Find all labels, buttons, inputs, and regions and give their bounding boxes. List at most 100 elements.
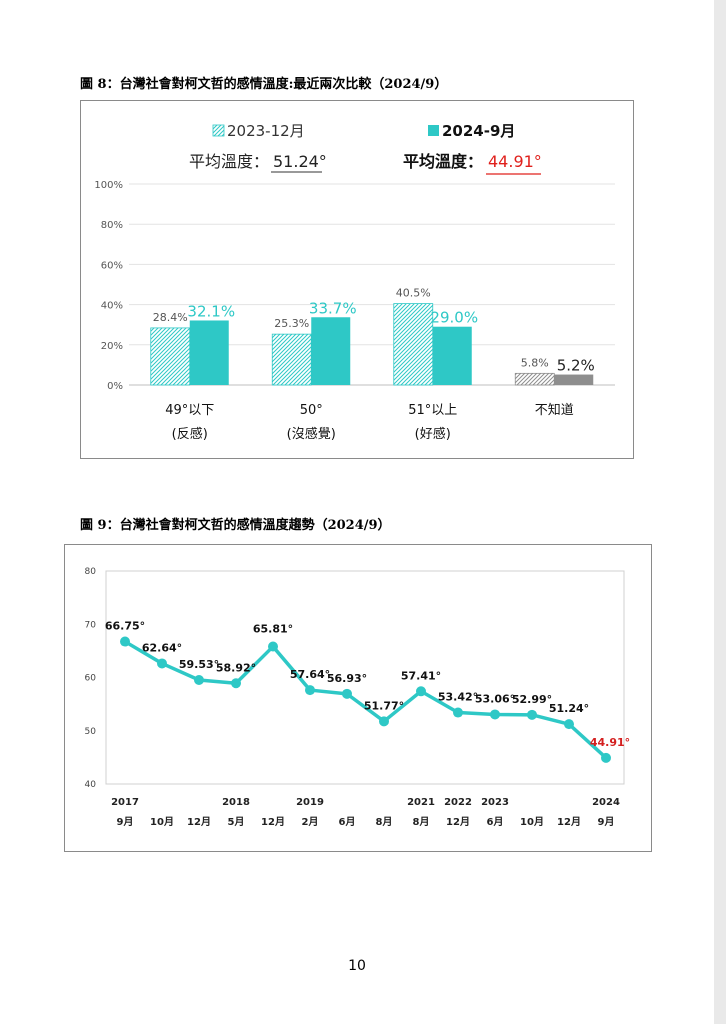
bar-2023 (393, 303, 434, 386)
x-month-label: 9月 (117, 816, 134, 828)
legend-swatch-2024 (428, 125, 439, 136)
bar-2024 (189, 320, 229, 385)
page-number: 10 (348, 958, 366, 974)
data-point (416, 686, 426, 697)
data-point (490, 709, 500, 720)
y-tick-label: 60 (85, 674, 97, 684)
y-tick-label: 20% (101, 341, 123, 352)
y-tick-label: 40% (101, 301, 123, 312)
avg-value-2023: 51.24° (273, 152, 327, 171)
x-year-label: 2017 (111, 797, 139, 808)
y-tick-label: 50 (85, 727, 97, 737)
data-label: 57.41° (401, 669, 441, 682)
data-point (268, 641, 278, 652)
y-tick-label: 80 (85, 567, 97, 577)
data-point (601, 752, 611, 763)
data-label: 65.81° (253, 623, 293, 636)
data-label-2024: 32.1% (187, 302, 235, 320)
x-month-label: 6月 (339, 816, 356, 828)
x-year-label: 2022 (444, 797, 472, 808)
figure-9-caption: 圖 9：台灣社會對柯文哲的感情溫度趨勢（2024/9） (80, 518, 391, 533)
category-label: 不知道 (535, 402, 574, 418)
data-label: 59.53° (179, 658, 219, 671)
data-point (157, 658, 167, 669)
x-month-label: 2月 (302, 816, 319, 828)
data-point (305, 685, 315, 696)
data-point (342, 688, 352, 699)
y-tick-label: 60% (101, 260, 123, 271)
data-label-2023: 28.4% (153, 311, 188, 324)
data-label-2023: 40.5% (396, 287, 431, 300)
y-tick-label: 0% (107, 381, 123, 392)
x-month-label: 12月 (557, 816, 581, 828)
x-month-label: 8月 (376, 816, 393, 828)
x-month-label: 12月 (187, 816, 211, 828)
x-year-label: 2021 (407, 797, 435, 808)
x-month-label: 12月 (261, 816, 285, 828)
figure-8-caption: 圖 8：台灣社會對柯文哲的感情溫度:最近兩次比較（2024/9） (80, 77, 448, 92)
data-label: 51.77° (364, 699, 404, 712)
data-label: 62.64° (142, 641, 182, 654)
figure-8-chart-frame: 2023-12月 2024-9月 平均溫度： 51.24° 平均溫度： 44.91° 0… (80, 100, 634, 459)
data-point (564, 719, 574, 730)
legend-label-2024: 2024-9月 (442, 122, 515, 140)
bar-2023 (514, 372, 555, 386)
data-point (527, 709, 537, 720)
series-line (124, 640, 608, 760)
figure-9-line-chart: 40 50 60 70 80 66.75° 62.64° 59.53°58.92° 65.81°… (85, 567, 631, 828)
data-label: 66.75° (105, 620, 145, 633)
data-label-2023: 5.8% (521, 356, 549, 369)
x-month-label: 6月 (487, 816, 504, 828)
data-point (453, 707, 463, 718)
bar-2024 (432, 326, 472, 385)
x-month-label: 8月 (413, 816, 430, 828)
bar-2024 (554, 374, 594, 385)
bar-2023 (271, 333, 312, 386)
data-label: 53.06° (475, 692, 515, 705)
data-label-2023: 25.3% (274, 317, 309, 330)
x-month-label: 5月 (228, 816, 245, 828)
category-sublabel: (好感) (415, 426, 451, 442)
bar-2023 (150, 327, 191, 386)
category-sublabel: (反感) (172, 426, 208, 442)
avg-prefix-2024: 平均溫度： (403, 152, 483, 171)
y-tick-label: 100% (94, 180, 123, 191)
plot-area (105, 570, 625, 785)
bar-2024 (311, 317, 351, 385)
y-tick-label: 40 (85, 780, 97, 790)
data-label: 53.42° (438, 691, 478, 704)
data-label-2024: 33.7% (309, 299, 357, 317)
figure-9-chart-frame: 40 50 60 70 80 66.75° 62.64° 59.53° 58.92° 65.81°… (64, 544, 652, 852)
data-label: 56.93° (327, 672, 367, 685)
data-label: 44.91° (590, 736, 630, 749)
y-tick-label: 80% (101, 220, 123, 231)
category-sublabel: (沒感覺) (287, 426, 336, 442)
data-point (231, 678, 241, 689)
category-label: 49°以下 (165, 403, 214, 418)
data-point (120, 636, 130, 647)
legend-swatch-2023 (212, 124, 225, 137)
avg-prefix-2023: 平均溫度： (189, 152, 269, 171)
x-month-label: 9月 (598, 816, 615, 828)
x-year-label: 2018 (222, 797, 250, 808)
x-year-label: 2019 (296, 797, 324, 808)
figure-8-bar-chart: 2023-12月 2024-9月 平均溫度： 51.24° 平均溫度： 44.91° 0… (94, 122, 615, 442)
x-month-label: 12月 (446, 816, 470, 828)
data-label: 52.99° (512, 693, 552, 706)
page-edge (714, 0, 726, 1024)
avg-value-2024: 44.91° (488, 152, 542, 171)
data-point (194, 675, 204, 686)
data-label-2024: 29.0% (430, 309, 478, 327)
y-tick-label: 70 (85, 620, 97, 630)
category-label: 51°以上 (408, 403, 457, 418)
x-year-label: 2023 (481, 797, 509, 808)
category-label: 50° (300, 403, 323, 418)
data-label: 51.24° (549, 702, 589, 715)
data-point (379, 716, 389, 727)
data-label: 57.64° (290, 668, 330, 681)
legend-label-2023: 2023-12月 (227, 122, 305, 140)
x-month-label: 10月 (520, 816, 544, 828)
x-year-label: 2024 (592, 797, 620, 808)
data-label-2024: 5.2% (557, 357, 595, 375)
x-month-label: 10月 (150, 816, 174, 828)
